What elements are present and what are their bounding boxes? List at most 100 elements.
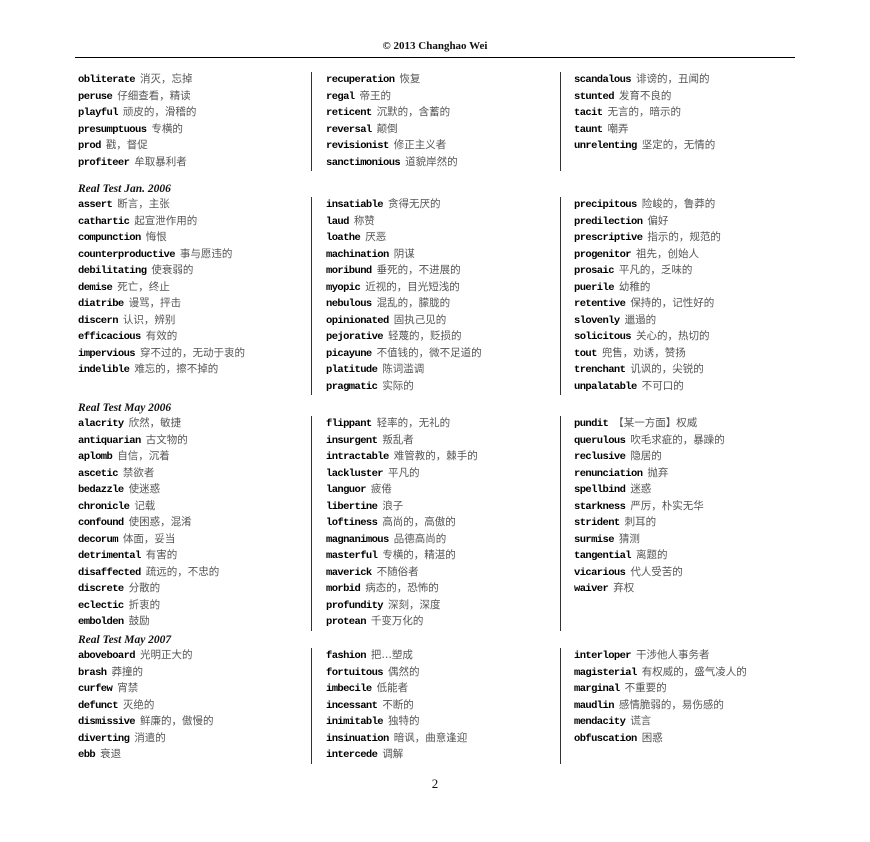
vocab-definition: 专横的，精湛的 bbox=[382, 549, 456, 561]
vocab-entry: disaffected 疏远的，不忠的 bbox=[78, 565, 305, 582]
vocab-entry: brash 莽撞的 bbox=[78, 665, 305, 682]
vocab-entry: lackluster 平凡的 bbox=[326, 466, 554, 483]
vocab-definition: 鼓励 bbox=[128, 615, 150, 627]
vocab-column: precipitous 险峻的，鲁莽的 predilection 偏好 prescrip… bbox=[561, 197, 795, 395]
vocab-definition: 弃权 bbox=[613, 582, 635, 594]
vocab-entry: reticent 沉默的，含蓄的 bbox=[326, 105, 554, 122]
vocab-entry: profundity 深刻，深度 bbox=[326, 598, 554, 615]
vocab-word: prosaic bbox=[574, 265, 615, 277]
vocab-definition: 自信，沉着 bbox=[117, 450, 170, 462]
vocab-word: counterproductive bbox=[78, 248, 176, 261]
vocab-entry: reversal 颠倒 bbox=[326, 122, 554, 139]
vocab-definition: 诽谤的，丑闻的 bbox=[636, 73, 710, 85]
vocab-entry: intractable 难管教的，棘手的 bbox=[326, 449, 554, 466]
vocab-entry: magnanimous 品德高尚的 bbox=[326, 532, 554, 549]
vocab-entry: surmise 猜测 bbox=[574, 532, 795, 549]
vocab-word: fashion bbox=[326, 650, 367, 662]
vocab-entry: ebb 衰退 bbox=[78, 747, 305, 764]
vocab-word: bedazzle bbox=[78, 484, 124, 496]
vocab-word: aboveboard bbox=[78, 650, 136, 662]
vocab-entry: laud 称赞 bbox=[326, 214, 554, 231]
vocab-entry: demise 死亡，终止 bbox=[78, 280, 305, 297]
vocab-word: insurgent bbox=[326, 434, 378, 447]
section-title: Real Test May 2006 bbox=[78, 402, 172, 414]
vocab-word: marginal bbox=[574, 683, 620, 695]
vocab-entry: bedazzle 使迷惑 bbox=[78, 482, 305, 499]
vocab-word: debilitating bbox=[78, 265, 147, 277]
vocab-word: aplomb bbox=[78, 451, 113, 463]
vocab-entry: defunct 灭绝的 bbox=[78, 698, 305, 715]
vocab-column: scandalous 诽谤的，丑闻的 stunted 发育不良的 tacit 无言的，暗示… bbox=[561, 72, 795, 171]
vocab-definition: 疏远的，不忠的 bbox=[145, 565, 220, 578]
vocab-word: masterful bbox=[326, 550, 378, 562]
vocab-entry: precipitous 险峻的，鲁莽的 bbox=[574, 197, 795, 214]
vocab-definition: 宵禁 bbox=[117, 682, 139, 694]
vocab-definition: 实际的 bbox=[382, 379, 414, 392]
vocab-definition: 险峻的，鲁莽的 bbox=[641, 198, 716, 210]
vocab-word: predilection bbox=[574, 215, 643, 228]
vocab-section: obliterate 消灭，忘掉 peruse 仔细查看，精读 playful 顽皮的，滑… bbox=[78, 72, 795, 171]
vocab-definition: 恢复 bbox=[399, 73, 421, 85]
vocab-definition: 感情脆弱的，易伤感的 bbox=[618, 698, 724, 711]
vocab-word: retentive bbox=[574, 298, 626, 310]
vocab-entry: protean 千变万化的 bbox=[326, 614, 554, 631]
vocab-definition: 关心的，热切的 bbox=[636, 330, 710, 342]
vocab-entry: incessant 不断的 bbox=[326, 698, 554, 715]
vocab-definition: 消遣的 bbox=[134, 731, 166, 744]
vocab-entry: moribund 垂死的，不进展的 bbox=[326, 263, 554, 280]
vocab-definition: 坚定的，无情的 bbox=[641, 139, 716, 151]
vocab-column: aboveboard 光明正大的 brash 莽撞的 curfew 宵禁 defunct 灭绝… bbox=[78, 648, 312, 764]
vocab-word: profundity bbox=[326, 599, 384, 612]
vocab-word: platitude bbox=[326, 364, 378, 376]
vocab-definition: 悔恨 bbox=[145, 231, 167, 243]
vocab-word: moribund bbox=[326, 265, 372, 277]
vocab-word: assert bbox=[78, 199, 113, 211]
vocab-definition: 垂死的，不进展的 bbox=[376, 264, 461, 276]
vocab-word: unpalatable bbox=[574, 380, 637, 393]
vocab-column: alacrity 欣然，敏捷 antiquarian 古文物的 aplomb 自信，沉着 a… bbox=[78, 416, 312, 631]
vocab-definition: 不断的 bbox=[382, 698, 414, 711]
vocab-definition: 代人受苦的 bbox=[630, 565, 683, 578]
vocab-definition: 灭绝的 bbox=[122, 698, 155, 711]
vocab-entry: embolden 鼓励 bbox=[78, 614, 305, 631]
vocab-word: decorum bbox=[78, 533, 119, 546]
vocab-definition: 困惑 bbox=[641, 731, 663, 744]
vocab-entry: aplomb 自信，沉着 bbox=[78, 449, 305, 466]
vocab-word: curfew bbox=[78, 683, 113, 695]
vocab-entry: prescriptive 指示的，规范的 bbox=[574, 230, 795, 247]
vocab-entry: presumptuous 专横的 bbox=[78, 122, 305, 139]
vocab-definition: 刺耳的 bbox=[624, 516, 657, 528]
vocab-word: demise bbox=[78, 281, 113, 294]
vocab-entry: platitude 陈词滥调 bbox=[326, 362, 554, 379]
vocab-entry: diverting 消遣的 bbox=[78, 731, 305, 748]
vocab-word: taunt bbox=[574, 123, 603, 136]
vocab-definition: 深刻，深度 bbox=[388, 598, 441, 611]
vocab-word: solicitous bbox=[574, 331, 632, 343]
vocab-word: flippant bbox=[326, 418, 372, 430]
vocab-word: nebulous bbox=[326, 298, 372, 310]
vocab-word: presumptuous bbox=[78, 123, 147, 136]
vocab-entry: efficacious 有效的 bbox=[78, 329, 305, 346]
vocab-entry: playful 顽皮的，滑稽的 bbox=[78, 105, 305, 122]
vocab-word: reclusive bbox=[574, 451, 626, 463]
vocab-entry: fashion 把…塑成 bbox=[326, 648, 554, 665]
vocab-entry: loftiness 高尚的，高傲的 bbox=[326, 515, 554, 532]
vocab-definition: 认识，辨别 bbox=[122, 313, 176, 326]
vocab-entry: profiteer 牟取暴利者 bbox=[78, 155, 305, 172]
vocab-entry: insatiable 贪得无厌的 bbox=[326, 197, 554, 214]
vocab-word: dismissive bbox=[78, 716, 136, 728]
vocab-entry: indelible 难忘的，擦不掉的 bbox=[78, 362, 305, 379]
vocab-definition: 把…塑成 bbox=[370, 649, 413, 661]
vocab-definition: 平凡的 bbox=[388, 466, 420, 479]
vocab-section: Real Test May 2007 aboveboard 光明正大的 brash 莽撞… bbox=[78, 632, 795, 764]
header-rule bbox=[75, 57, 795, 58]
vocab-word: laud bbox=[326, 215, 349, 228]
vocab-entry: confound 使困惑，混淆 bbox=[78, 515, 305, 532]
vocab-word: unrelenting bbox=[574, 140, 637, 152]
vocab-word: maverick bbox=[326, 566, 372, 579]
copyright-header: © 2013 Changhao Wei bbox=[382, 40, 488, 52]
vocab-definition: 固执己见的 bbox=[393, 313, 447, 326]
vocab-entry: taunt 嘲弄 bbox=[574, 122, 795, 139]
vocab-entry: inimitable 独特的 bbox=[326, 714, 554, 731]
vocab-definition: 吹毛求疵的，暴躁的 bbox=[630, 433, 725, 446]
